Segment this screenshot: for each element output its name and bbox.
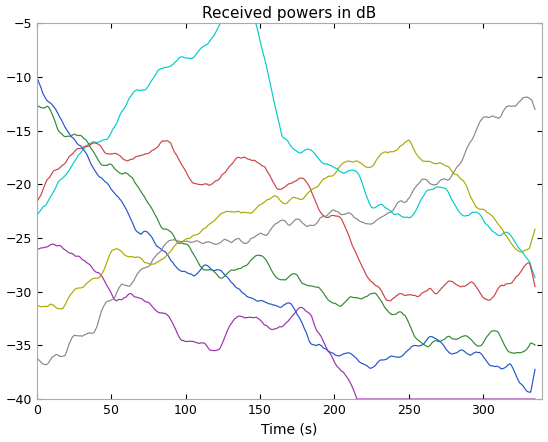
Title: Received powers in dB: Received powers in dB	[203, 6, 376, 21]
X-axis label: Time (s): Time (s)	[261, 423, 318, 436]
